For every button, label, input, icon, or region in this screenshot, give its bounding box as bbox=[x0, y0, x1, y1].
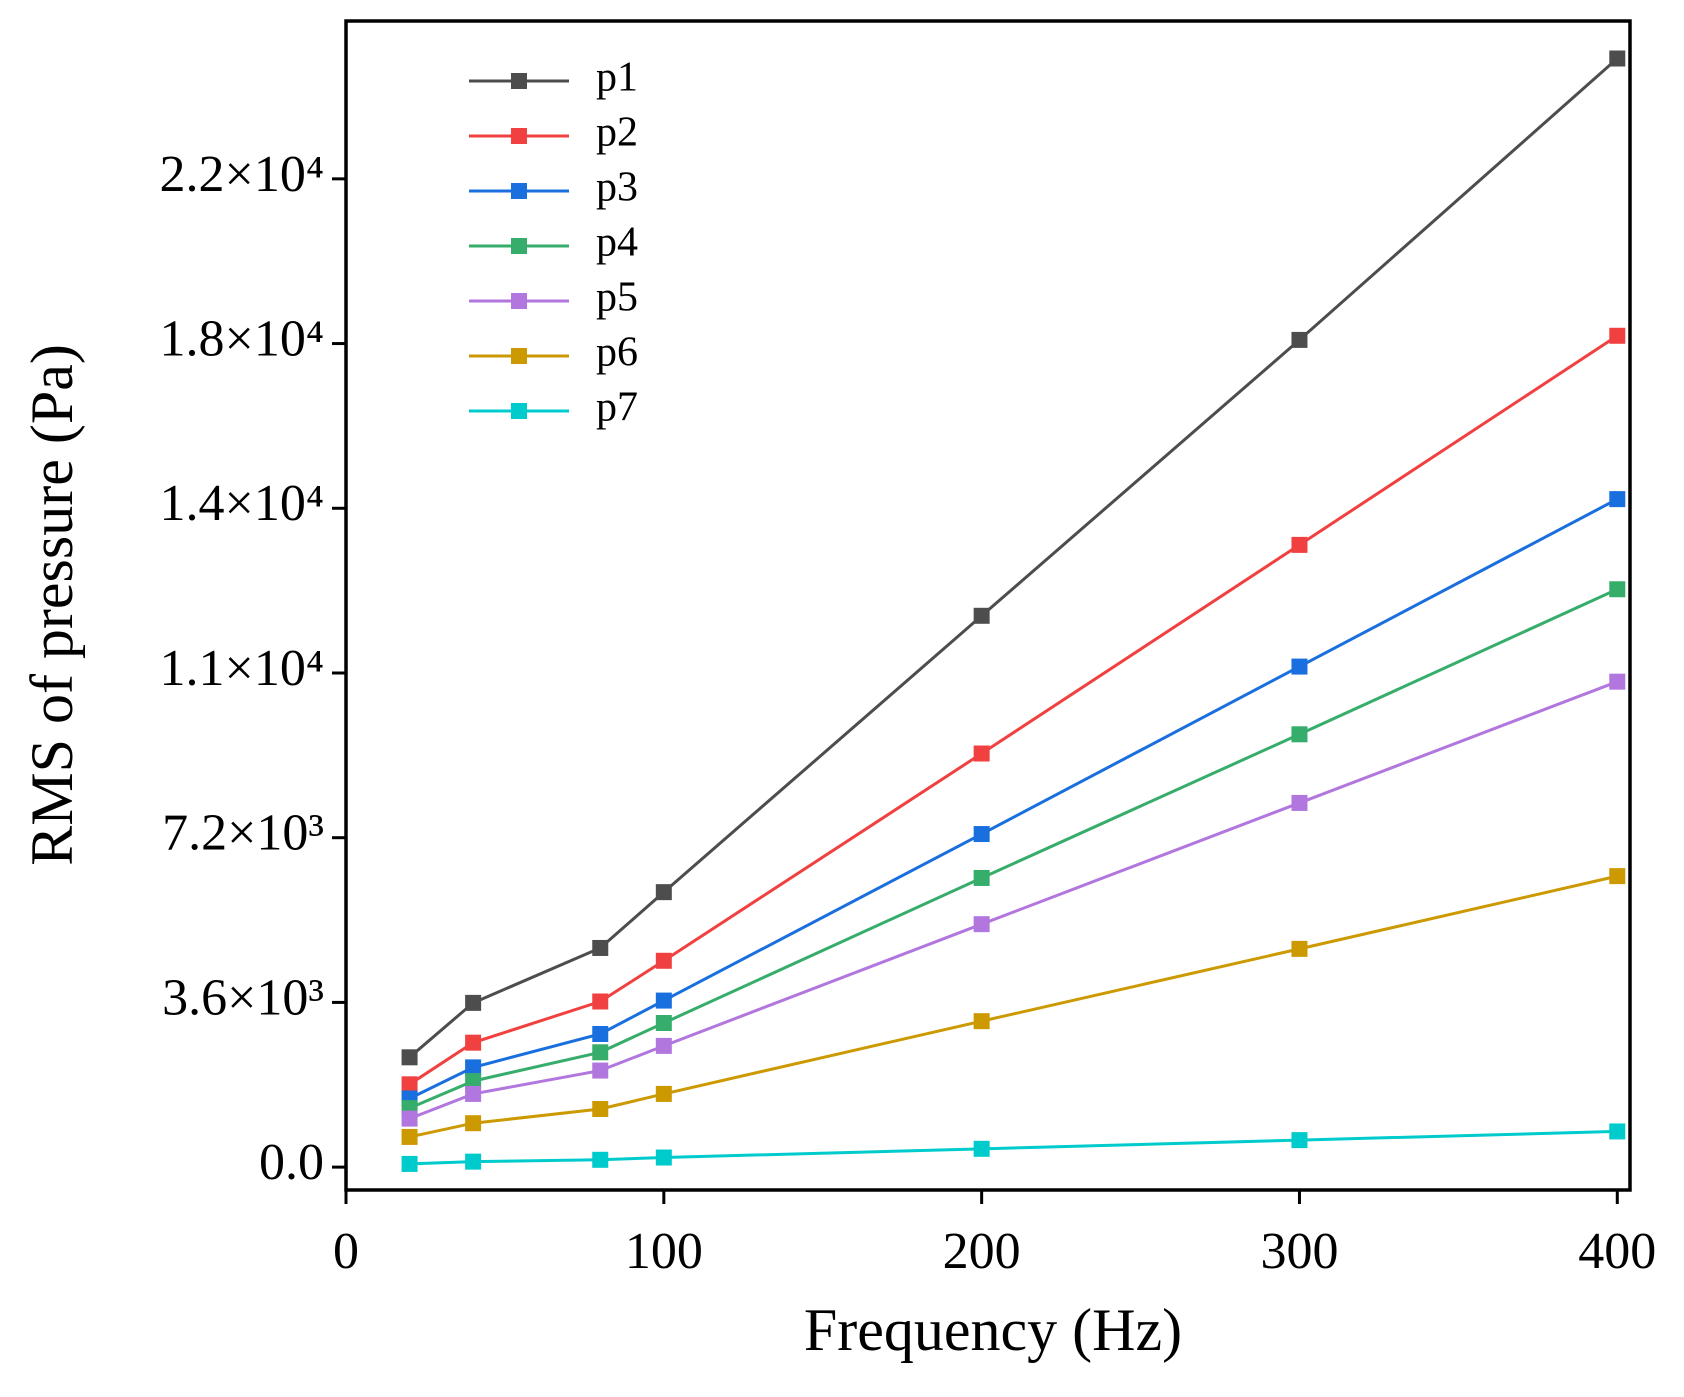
x-axis-label: Frequency (Hz) bbox=[804, 1297, 1182, 1363]
x-tick-label: 400 bbox=[1578, 1223, 1656, 1280]
y-axis-label: RMS of pressure (Pa) bbox=[19, 344, 85, 866]
marker bbox=[655, 1085, 672, 1102]
marker bbox=[655, 1015, 672, 1031]
legend-label: p6 bbox=[596, 330, 638, 376]
marker bbox=[1609, 491, 1626, 508]
x-tick-label: 0 bbox=[333, 1223, 359, 1280]
marker bbox=[592, 993, 609, 1010]
legend-label: p1 bbox=[596, 55, 638, 101]
series-line bbox=[408, 334, 1619, 1086]
marker bbox=[1291, 794, 1308, 811]
legend-marker bbox=[511, 348, 527, 364]
marker bbox=[655, 992, 672, 1009]
legend-marker bbox=[511, 128, 527, 144]
marker bbox=[973, 745, 990, 762]
marker bbox=[1291, 940, 1308, 957]
legend-marker bbox=[511, 293, 527, 309]
legend-label: p3 bbox=[596, 165, 638, 211]
marker bbox=[973, 1140, 990, 1157]
marker bbox=[592, 939, 609, 956]
marker bbox=[655, 1149, 672, 1166]
series-line bbox=[408, 57, 1619, 1059]
marker bbox=[1291, 658, 1308, 675]
plot-frame bbox=[344, 19, 1632, 1192]
x-tick-label: 100 bbox=[625, 1223, 703, 1280]
marker bbox=[1291, 1132, 1308, 1149]
legend-label: p7 bbox=[596, 385, 638, 431]
y-tick-label: 1.1×10⁴ bbox=[160, 640, 324, 697]
marker bbox=[973, 826, 990, 843]
marker bbox=[592, 1044, 609, 1061]
marker bbox=[1609, 868, 1626, 885]
y-tick-label: 3.6×10³ bbox=[162, 969, 324, 1026]
marker bbox=[1609, 50, 1626, 67]
y-tick-label: 7.2×10³ bbox=[162, 805, 324, 862]
marker bbox=[655, 884, 672, 901]
marker bbox=[465, 1153, 482, 1170]
marker bbox=[592, 1151, 609, 1168]
y-tick-label: 0.0 bbox=[259, 1134, 324, 1191]
marker bbox=[465, 1073, 482, 1090]
marker bbox=[465, 1034, 482, 1051]
marker bbox=[401, 1076, 418, 1093]
marker bbox=[465, 1059, 482, 1076]
marker bbox=[1609, 581, 1626, 598]
y-tick-label: 2.2×10⁴ bbox=[160, 146, 324, 203]
marker bbox=[1291, 331, 1308, 348]
marker bbox=[401, 1128, 418, 1145]
marker bbox=[592, 1101, 609, 1118]
marker bbox=[1609, 327, 1626, 344]
marker bbox=[1609, 1123, 1626, 1140]
marker bbox=[401, 1049, 418, 1066]
marker bbox=[1291, 726, 1308, 743]
legend-label: p5 bbox=[596, 275, 638, 321]
y-tick-label: 1.4×10⁴ bbox=[160, 475, 324, 532]
marker bbox=[1291, 536, 1308, 553]
marker bbox=[592, 1062, 609, 1079]
legend-label: p2 bbox=[596, 110, 638, 156]
marker bbox=[465, 1085, 482, 1102]
marker bbox=[401, 1110, 418, 1127]
marker bbox=[973, 869, 990, 886]
marker bbox=[1609, 673, 1626, 690]
legend-marker bbox=[511, 403, 527, 419]
marker bbox=[592, 1025, 609, 1042]
series-line bbox=[409, 874, 1618, 1139]
marker bbox=[401, 1155, 418, 1172]
marker bbox=[973, 916, 990, 933]
marker bbox=[465, 1115, 482, 1132]
marker bbox=[655, 1037, 672, 1054]
x-tick-label: 200 bbox=[943, 1223, 1021, 1280]
legend-marker bbox=[511, 238, 527, 254]
series-line bbox=[408, 587, 1618, 1110]
marker bbox=[655, 952, 672, 969]
marker bbox=[973, 607, 990, 624]
y-tick-label: 1.8×10⁴ bbox=[160, 310, 324, 367]
legend-label: p4 bbox=[596, 220, 638, 266]
legend-marker bbox=[511, 73, 527, 89]
marker bbox=[465, 994, 482, 1011]
legend-marker bbox=[511, 183, 527, 199]
x-tick-label: 300 bbox=[1260, 1223, 1338, 1280]
series-line bbox=[409, 1129, 1618, 1166]
marker bbox=[973, 1013, 990, 1030]
